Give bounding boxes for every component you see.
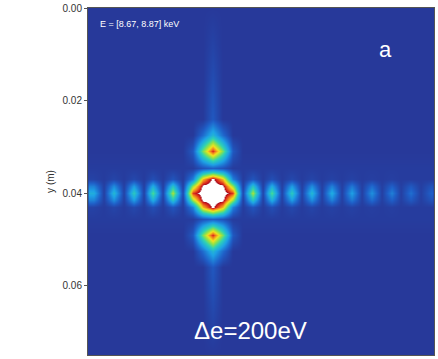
svg-text:0.00: 0.00 xyxy=(63,3,83,14)
svg-text:0.04: 0.04 xyxy=(63,188,83,199)
svg-text:0.06: 0.06 xyxy=(63,280,83,291)
svg-text:Δe=200eV: Δe=200eV xyxy=(194,317,307,344)
svg-text:0.02: 0.02 xyxy=(63,95,83,106)
svg-text:a: a xyxy=(379,37,392,62)
svg-text:E = [8.67, 8.87] keV: E = [8.67, 8.87] keV xyxy=(100,19,179,29)
svg-text:y (m): y (m) xyxy=(45,170,56,193)
